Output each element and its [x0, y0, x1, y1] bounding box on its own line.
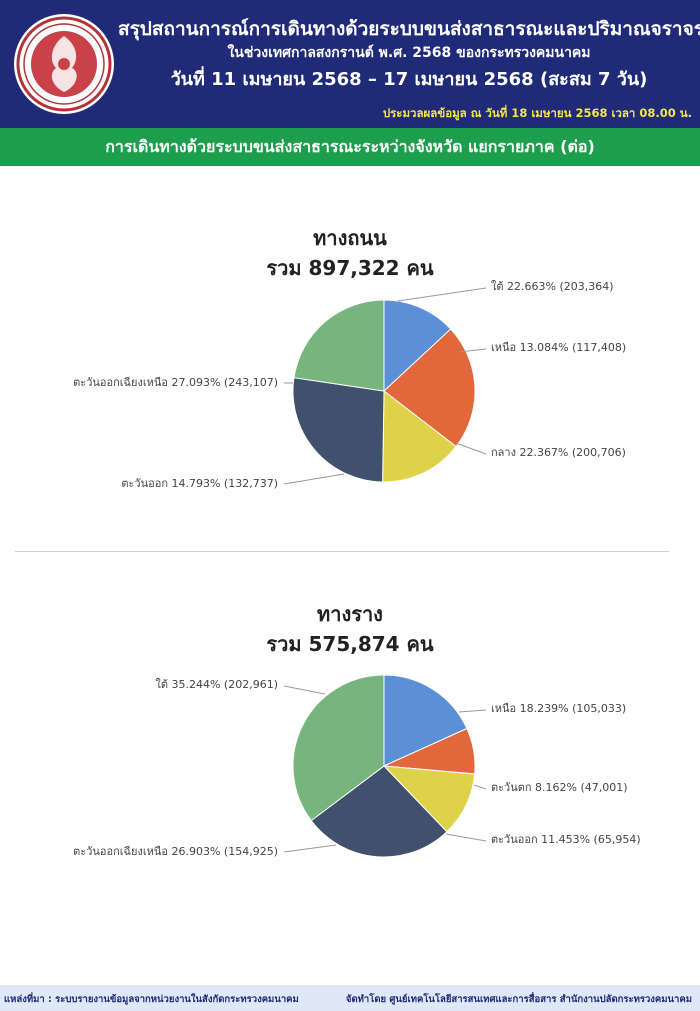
chart-divider [15, 551, 669, 552]
pie-slice [382, 765, 476, 833]
slice-label: ใต้ 22.663% (203,364) [491, 280, 614, 293]
slice-label: ตะวันออก 14.793% (132,737) [121, 477, 278, 490]
road-chart-total: รวม 897,322 คน [266, 256, 434, 280]
pie-slice [293, 299, 385, 392]
rail-chart-total: รวม 575,874 คน [266, 632, 434, 656]
pie-slice [383, 328, 476, 448]
footer: แหล่งที่มา : ระบบรายงานข้อมูลจากหน่วยงาน… [0, 985, 700, 1011]
slice-leader-line [458, 709, 487, 713]
report-subtitle: ในช่วงเทศกาลสงกรานต์ พ.ศ. 2568 ของกระทรว… [227, 45, 591, 61]
slice-leader-line [397, 287, 487, 302]
slice-label: ตะวันออกเฉียงเหนือ 26.903% (154,925) [73, 845, 278, 858]
slice-label: เหนือ 13.084% (117,408) [491, 341, 626, 354]
slice-label: กลาง 22.367% (200,706) [491, 446, 626, 459]
report-title: สรุปสถานการณ์การเดินทางด้วยระบบขนส่งสาธา… [118, 18, 700, 40]
footer-credit: จัดทำโดย ศูนย์เทคโนโลยีสารสนเทศและการสื่… [345, 994, 692, 1005]
pie-slice [292, 377, 385, 483]
ministry-emblem-icon [14, 14, 114, 114]
report-header: สรุปสถานการณ์การเดินทางด้วยระบบขนส่งสาธา… [0, 0, 700, 128]
slice-label: ตะวันออกเฉียงเหนือ 27.093% (243,107) [73, 376, 278, 389]
slice-leader-line [455, 442, 487, 455]
footer-source: แหล่งที่มา : ระบบรายงานข้อมูลจากหน่วยงาน… [4, 994, 299, 1005]
rail-pie-chart: เหนือ 18.239% (105,033) ตะวันตก 8.162% (4… [73, 674, 641, 858]
section-title: การเดินทางด้วยระบบขนส่งสาธารณะระหว่างจัง… [0, 128, 700, 166]
slice-leader-line [283, 685, 326, 695]
rail-chart-title: ทางราง [317, 602, 383, 626]
processed-timestamp: ประมวลผลข้อมูล ณ วันที่ 18 เมษายน 2568 เ… [382, 106, 692, 120]
slice-leader-line [283, 844, 337, 853]
road-chart-title: ทางถนน [313, 226, 387, 250]
report-date-range: วันที่ 11 เมษายน 2568 – 17 เมษายน 2568 (… [170, 69, 648, 90]
pie-slice [292, 674, 385, 822]
slice-label: ใต้ 35.244% (202,961) [155, 678, 278, 691]
slice-leader-line [458, 348, 487, 353]
pie-slice [383, 299, 452, 393]
pie-slice [310, 765, 448, 858]
slice-leader-line [473, 784, 487, 790]
slice-leader-line [445, 833, 487, 842]
slice-leader-line [283, 473, 345, 485]
pie-slice [382, 389, 457, 483]
pie-charts: เหนือ 13.084% (117,408) กลาง 22.367% (200… [73, 280, 641, 858]
pie-slice [383, 674, 468, 767]
slice-label: ตะวันออก 11.453% (65,954) [491, 833, 641, 846]
slice-label: ตะวันตก 8.162% (47,001) [491, 781, 628, 794]
slice-label: เหนือ 18.239% (105,033) [491, 702, 626, 715]
road-pie-chart: เหนือ 13.084% (117,408) กลาง 22.367% (200… [73, 280, 626, 490]
